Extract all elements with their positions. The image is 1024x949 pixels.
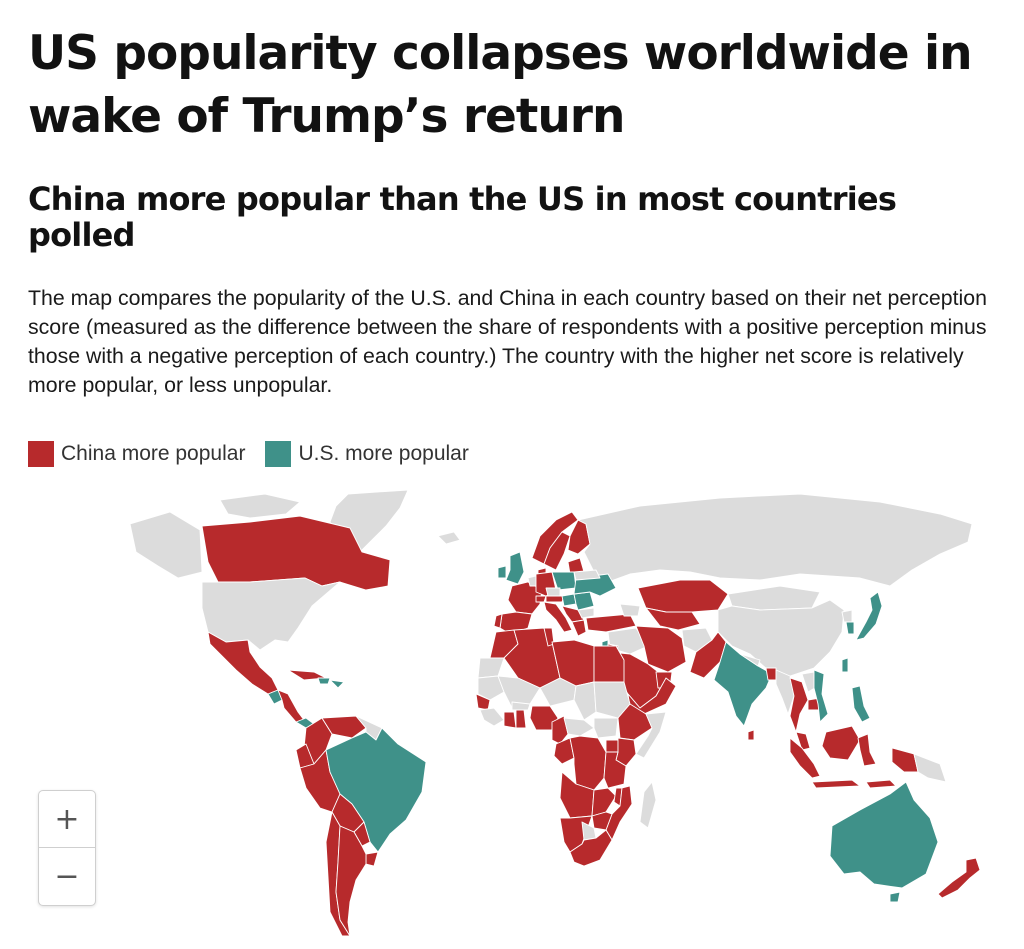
new-zealand[interactable] xyxy=(937,857,981,899)
dr-congo[interactable] xyxy=(569,735,607,791)
argentina[interactable] xyxy=(335,825,367,937)
java[interactable] xyxy=(811,779,861,789)
philippines[interactable] xyxy=(851,685,871,723)
zoom-out-button[interactable]: − xyxy=(39,847,95,904)
new-guinea-east[interactable] xyxy=(913,753,947,783)
india[interactable] xyxy=(713,641,773,727)
china[interactable] xyxy=(717,599,845,677)
switzerland[interactable] xyxy=(535,595,547,603)
legend-swatch-china xyxy=(28,441,54,467)
zoom-in-button[interactable]: + xyxy=(54,801,80,837)
new-guinea-west[interactable] xyxy=(891,747,919,773)
legend-swatch-us xyxy=(265,441,292,467)
sumatra[interactable] xyxy=(789,737,821,779)
united-states[interactable] xyxy=(201,577,341,651)
bangladesh[interactable] xyxy=(765,667,777,681)
north-korea[interactable] xyxy=(841,609,853,623)
bulgaria[interactable] xyxy=(577,607,595,619)
kazakhstan[interactable] xyxy=(637,579,729,613)
legend-item-china: China more popular xyxy=(28,441,245,467)
cameroon[interactable] xyxy=(551,715,569,745)
czechia[interactable] xyxy=(545,587,561,597)
madagascar[interactable] xyxy=(639,781,657,829)
zimbabwe[interactable] xyxy=(591,811,613,831)
portugal[interactable] xyxy=(493,613,503,629)
legend-label-china: China more popular xyxy=(61,442,246,465)
austria[interactable] xyxy=(545,595,565,603)
venezuela[interactable] xyxy=(321,715,367,739)
taiwan[interactable] xyxy=(841,657,849,673)
western-sahara[interactable] xyxy=(477,657,505,679)
central-america[interactable] xyxy=(277,689,305,723)
caribbean-island[interactable] xyxy=(329,679,345,689)
egypt[interactable] xyxy=(593,645,625,683)
description: The map compares the popularity of the U… xyxy=(28,286,987,397)
iran[interactable] xyxy=(635,625,687,673)
russia[interactable] xyxy=(577,493,973,587)
malaysia[interactable] xyxy=(795,731,811,751)
chad[interactable] xyxy=(573,681,597,721)
legend-item-us: U.S. more popular xyxy=(265,441,469,467)
world-map[interactable] xyxy=(100,482,1024,949)
eastern-indonesia[interactable] xyxy=(865,779,897,789)
sri-lanka[interactable] xyxy=(747,729,755,741)
ivory-coast[interactable] xyxy=(503,711,517,729)
italy[interactable] xyxy=(543,601,573,633)
myanmar[interactable] xyxy=(775,669,795,715)
japan[interactable] xyxy=(855,591,883,641)
caucasus[interactable] xyxy=(619,603,641,617)
uruguay[interactable] xyxy=(365,851,379,867)
arctic-islands-na[interactable] xyxy=(219,493,301,519)
united-kingdom[interactable] xyxy=(505,551,525,585)
somalia[interactable] xyxy=(635,711,667,759)
legend: China more popular U.S. more popular xyxy=(28,440,489,468)
greece[interactable] xyxy=(571,619,587,637)
belarus[interactable] xyxy=(573,569,601,581)
tanzania[interactable] xyxy=(603,751,627,789)
gabon-congo[interactable] xyxy=(553,737,575,765)
zambia[interactable] xyxy=(591,787,617,817)
hispaniola[interactable] xyxy=(317,677,331,685)
burkina-faso[interactable] xyxy=(511,701,531,711)
zoom-control: + − xyxy=(38,790,96,906)
vietnam[interactable] xyxy=(813,669,829,723)
alaska[interactable] xyxy=(129,511,203,579)
ghana[interactable] xyxy=(515,709,527,729)
hungary[interactable] xyxy=(561,593,577,607)
legend-label-us: U.S. more popular xyxy=(298,442,469,465)
tasmania[interactable] xyxy=(889,891,901,903)
borneo[interactable] xyxy=(821,725,861,761)
headline: US popularity collapses worldwide in wak… xyxy=(28,26,973,144)
mauritania[interactable] xyxy=(477,675,505,701)
south-africa[interactable] xyxy=(569,829,613,867)
iceland[interactable] xyxy=(437,531,461,545)
south-sudan[interactable] xyxy=(593,717,619,739)
uganda[interactable] xyxy=(605,739,619,753)
mongolia[interactable] xyxy=(727,585,821,611)
central-asia[interactable] xyxy=(645,607,701,631)
sulawesi[interactable] xyxy=(857,733,877,767)
central-african-republic[interactable] xyxy=(563,717,595,737)
australia[interactable] xyxy=(829,781,939,889)
nepal[interactable] xyxy=(739,653,761,667)
thailand[interactable] xyxy=(789,677,809,733)
ireland[interactable] xyxy=(497,565,507,579)
south-korea[interactable] xyxy=(845,621,855,635)
subhead: China more popular than the US in most c… xyxy=(28,180,897,254)
romania[interactable] xyxy=(573,591,595,611)
west-africa-coast[interactable] xyxy=(479,707,505,727)
turkey[interactable] xyxy=(585,613,637,633)
